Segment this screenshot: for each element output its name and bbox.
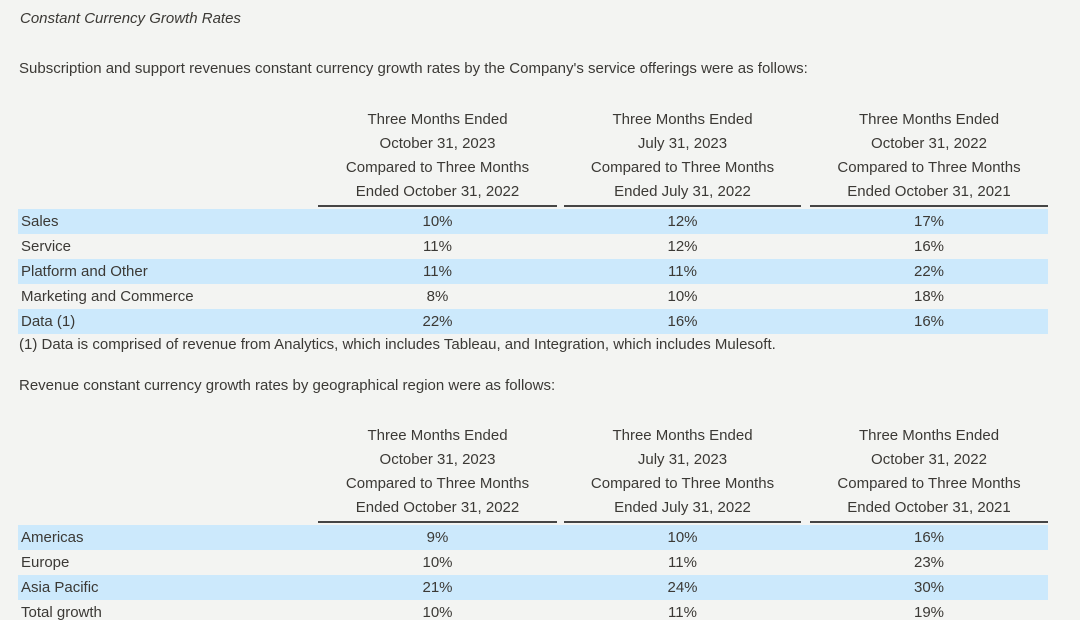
table-header: Three Months Ended October 31, 2023 Comp… — [18, 108, 1048, 207]
growth-value: 8% — [426, 288, 449, 305]
table-row: Total growth 10% 11% 19% — [18, 600, 1048, 620]
table-row: Asia Pacific 21% 24% 30% — [18, 575, 1048, 600]
table-row: Data (1) 22% 16% 16% — [18, 309, 1048, 334]
column-header: Three Months Ended October 31, 2023 Comp… — [318, 108, 557, 207]
row-label: Data (1) — [21, 313, 76, 330]
table-row: Platform and Other 11% 11% 22% — [18, 259, 1048, 284]
table-row: Americas 9% 10% 16% — [18, 525, 1048, 550]
header-spacer — [18, 522, 318, 523]
column-header: Three Months Ended July 31, 2023 Compare… — [564, 108, 801, 207]
region-table-intro: Revenue constant currency growth rates b… — [19, 377, 556, 394]
row-label: Asia Pacific — [21, 579, 99, 596]
header-spacer — [18, 206, 318, 207]
growth-value: 18% — [913, 288, 945, 305]
growth-value: 11% — [423, 263, 452, 280]
row-label: Americas — [21, 529, 84, 546]
growth-value: 16% — [667, 313, 698, 330]
growth-value: 21% — [422, 579, 453, 596]
growth-value: 30% — [913, 579, 945, 596]
growth-value: 16% — [913, 238, 945, 255]
column-header: Three Months Ended October 31, 2022 Comp… — [810, 424, 1048, 523]
table-row: Sales 10% 12% 17% — [18, 209, 1048, 234]
growth-value: 9% — [426, 529, 449, 546]
growth-value: 11% — [668, 604, 697, 620]
column-header: Three Months Ended October 31, 2022 Comp… — [810, 108, 1048, 207]
column-header: Three Months Ended October 31, 2023 Comp… — [318, 424, 557, 523]
growth-value: 11% — [423, 238, 452, 255]
row-label: Service — [21, 238, 72, 255]
table-body: Americas 9% 10% 16% Europe 10% 11% 23% A… — [18, 525, 1048, 620]
service-growth-table: Three Months Ended October 31, 2023 Comp… — [18, 108, 1048, 334]
growth-value: 11% — [668, 554, 697, 571]
growth-value: 10% — [667, 529, 698, 546]
table-row: Europe 10% 11% 23% — [18, 550, 1048, 575]
row-label: Marketing and Commerce — [21, 288, 194, 305]
growth-value: 19% — [913, 604, 945, 620]
growth-value: 16% — [913, 529, 945, 546]
table-body: Sales 10% 12% 17% Service 11% 12% 16% Pl… — [18, 209, 1048, 334]
growth-value: 22% — [913, 263, 945, 280]
section-title: Constant Currency Growth Rates — [20, 10, 241, 27]
region-growth-table: Three Months Ended October 31, 2023 Comp… — [18, 424, 1048, 620]
growth-value: 17% — [913, 213, 945, 230]
growth-value: 22% — [422, 313, 453, 330]
growth-value: 11% — [668, 263, 697, 280]
table-header: Three Months Ended October 31, 2023 Comp… — [18, 424, 1048, 523]
growth-value: 10% — [422, 604, 453, 620]
growth-value: 23% — [913, 554, 945, 571]
data-footnote: (1) Data is comprised of revenue from An… — [19, 336, 776, 353]
growth-value: 12% — [667, 238, 698, 255]
column-header: Three Months Ended July 31, 2023 Compare… — [564, 424, 801, 523]
growth-value: 24% — [667, 579, 698, 596]
growth-value: 10% — [422, 554, 453, 571]
table-row: Service 11% 12% 16% — [18, 234, 1048, 259]
row-label: Europe — [21, 554, 70, 571]
row-label: Sales — [21, 213, 59, 230]
service-table-intro: Subscription and support revenues consta… — [19, 60, 808, 77]
growth-value: 12% — [667, 213, 698, 230]
growth-value: 16% — [913, 313, 945, 330]
row-label: Total growth — [21, 604, 102, 620]
growth-value: 10% — [422, 213, 453, 230]
growth-value: 10% — [667, 288, 698, 305]
row-label: Platform and Other — [21, 263, 148, 280]
table-row: Marketing and Commerce 8% 10% 18% — [18, 284, 1048, 309]
